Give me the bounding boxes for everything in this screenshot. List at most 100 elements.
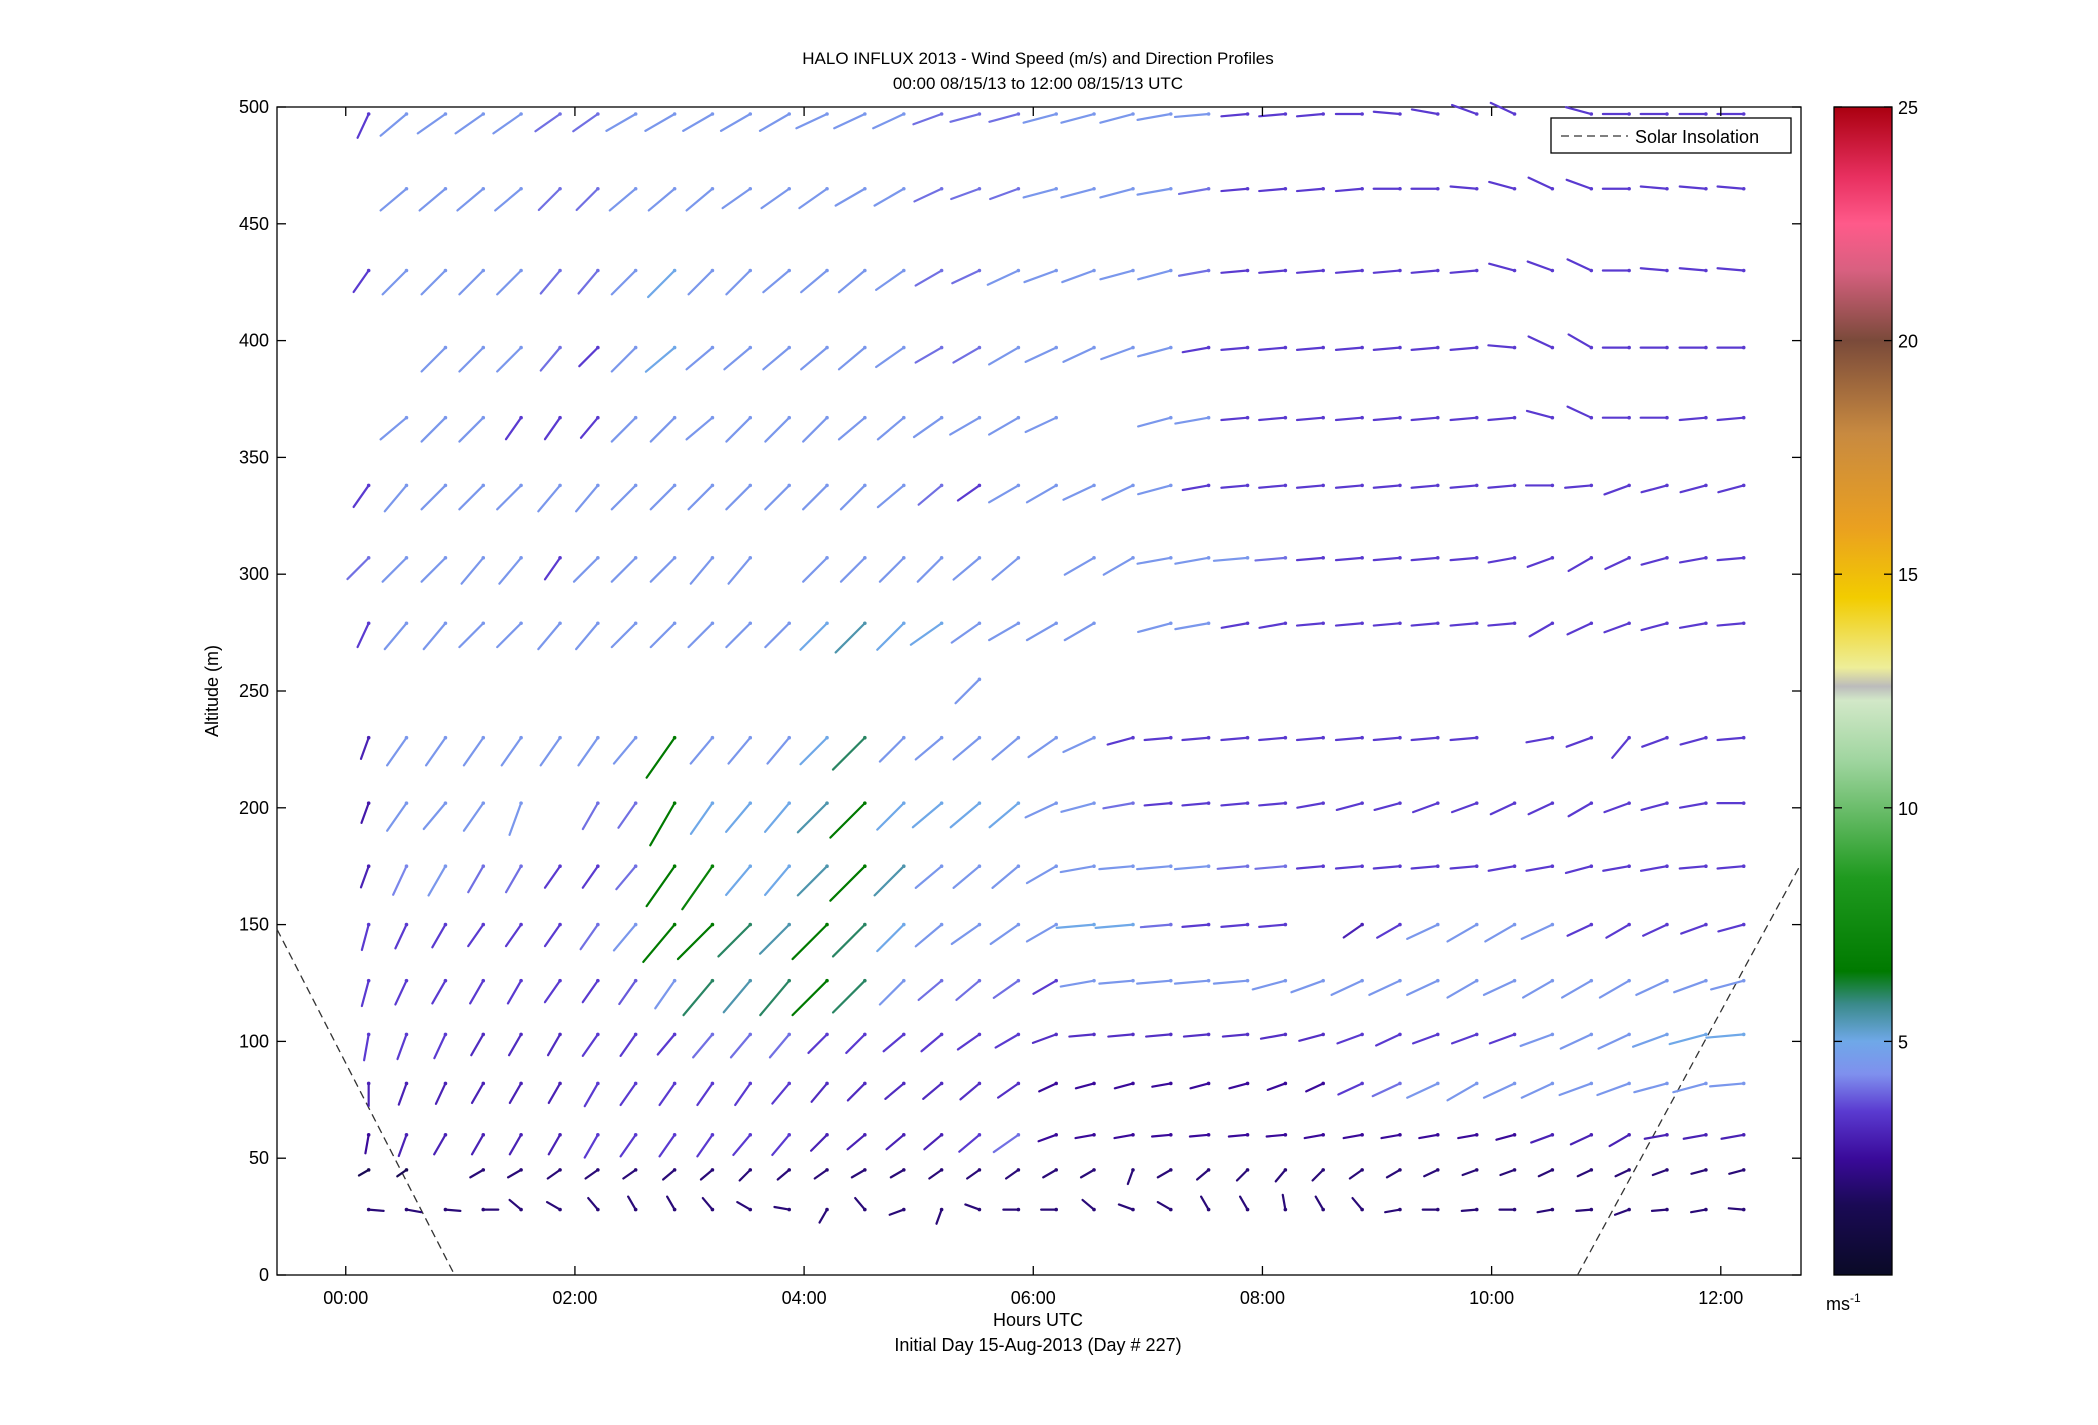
wind-barb-origin bbox=[825, 1133, 829, 1137]
wind-barb-origin bbox=[901, 978, 906, 983]
wind-barb-origin bbox=[1131, 483, 1135, 488]
wind-barb bbox=[610, 269, 637, 296]
wind-barb-origin bbox=[633, 621, 638, 626]
wind-barb bbox=[916, 556, 943, 583]
wind-barb bbox=[1536, 1208, 1554, 1214]
wind-barb bbox=[1450, 1033, 1478, 1045]
wind-barb bbox=[758, 112, 791, 132]
wind-barb bbox=[736, 1200, 752, 1211]
wind-barb-origin bbox=[519, 1133, 523, 1137]
wind-barb bbox=[1449, 346, 1478, 351]
wind-barb-origin bbox=[748, 864, 753, 868]
wind-barb-origin bbox=[825, 1081, 829, 1086]
wind-barb-origin bbox=[633, 268, 638, 273]
wind-barb bbox=[1024, 346, 1058, 363]
wind-barb bbox=[699, 1168, 714, 1181]
wind-barb bbox=[1106, 736, 1135, 746]
wind-barb-origin bbox=[710, 186, 715, 191]
wind-barb-origin bbox=[1283, 978, 1288, 983]
wind-barb bbox=[762, 269, 791, 294]
wind-barb-origin bbox=[1245, 483, 1250, 488]
wind-barb-origin bbox=[1589, 1207, 1594, 1212]
wind-barb-origin bbox=[939, 864, 944, 868]
wind-barb-origin bbox=[519, 1207, 523, 1212]
wind-barb-origin bbox=[863, 1133, 867, 1137]
wind-barb-origin bbox=[977, 801, 982, 805]
wind-barb bbox=[875, 346, 905, 369]
wind-barb bbox=[800, 269, 829, 294]
wind-barb bbox=[1410, 556, 1439, 562]
wind-barb bbox=[662, 1168, 676, 1181]
wind-barb-origin bbox=[1704, 345, 1708, 350]
wind-barb-origin bbox=[519, 621, 523, 626]
colorbar: 5 10 15 20 25 ms-1 bbox=[1826, 98, 1918, 1314]
wind-barb bbox=[1640, 484, 1669, 494]
wind-barb bbox=[396, 1168, 408, 1178]
wind-barb bbox=[1113, 1133, 1135, 1140]
wind-barb-origin bbox=[1245, 268, 1250, 273]
wind-barb-origin bbox=[1474, 186, 1479, 191]
wind-barb bbox=[1295, 556, 1325, 562]
wind-barb-origin bbox=[596, 483, 600, 488]
wind-barb-origin bbox=[1206, 345, 1211, 350]
wind-barb-origin bbox=[939, 978, 944, 983]
wind-barb bbox=[458, 484, 485, 511]
x-axis: 00:00 02:00 04:00 06:00 08:00 10:00 12:00 bbox=[323, 107, 1743, 1308]
wind-barb-origin bbox=[1092, 186, 1096, 191]
wind-barb bbox=[1342, 923, 1364, 939]
wind-barb-origin bbox=[748, 1032, 753, 1037]
wind-barb-origin bbox=[863, 864, 867, 868]
wind-barb bbox=[829, 865, 866, 902]
wind-barb-origin bbox=[596, 864, 600, 868]
wind-barb bbox=[833, 112, 866, 130]
wind-barb bbox=[1174, 556, 1210, 565]
wind-barb-origin bbox=[558, 556, 562, 560]
wind-barb bbox=[617, 802, 637, 829]
wind-barb-origin bbox=[1435, 1168, 1440, 1172]
wind-barb-origin bbox=[1589, 1133, 1594, 1137]
wind-barb-origin bbox=[672, 978, 677, 983]
wind-barb bbox=[1351, 1197, 1364, 1211]
wind-barb bbox=[1488, 180, 1516, 190]
wind-barb-origin bbox=[1016, 801, 1021, 805]
wind-barb-origin bbox=[1398, 978, 1402, 983]
wind-barb-origin bbox=[558, 922, 562, 927]
wind-barb-origin bbox=[787, 112, 792, 116]
wind-barb bbox=[1527, 335, 1554, 349]
wind-barb-origin bbox=[1398, 864, 1402, 868]
wind-barb-origin bbox=[404, 978, 409, 983]
wind-barb-layer bbox=[346, 101, 1746, 1225]
wind-barb bbox=[1449, 416, 1478, 422]
wind-barb bbox=[1027, 736, 1058, 759]
wind-barb bbox=[1181, 484, 1210, 492]
wind-barb bbox=[578, 346, 599, 368]
wind-barb bbox=[537, 622, 562, 651]
wind-barb-origin bbox=[596, 621, 600, 626]
wind-barb-origin bbox=[1512, 864, 1517, 868]
wind-barb bbox=[1528, 622, 1554, 638]
wind-barb-origin bbox=[481, 112, 486, 116]
wind-barb bbox=[422, 622, 447, 651]
wind-barb bbox=[1380, 1133, 1402, 1140]
wind-barb-origin bbox=[787, 1168, 792, 1172]
wind-barb-origin bbox=[443, 735, 448, 740]
wind-barb bbox=[1221, 1033, 1249, 1038]
wind-barb bbox=[1604, 556, 1631, 571]
wind-barb bbox=[356, 622, 370, 649]
wind-barb-origin bbox=[1474, 801, 1479, 805]
wind-barb bbox=[1716, 622, 1745, 627]
wind-barb-origin bbox=[633, 1081, 638, 1086]
wind-barb-origin bbox=[977, 345, 982, 350]
wind-barb-origin bbox=[1398, 1032, 1402, 1037]
wind-barb-origin bbox=[1435, 1032, 1440, 1037]
wind-barb-origin bbox=[939, 1207, 944, 1212]
wind-barb bbox=[577, 269, 599, 295]
wind-barb-origin bbox=[1092, 922, 1096, 927]
wind-barb bbox=[1334, 865, 1364, 870]
x-tick-label: 12:00 bbox=[1698, 1288, 1743, 1308]
wind-barb bbox=[889, 1168, 905, 1179]
wind-barb-origin bbox=[1550, 1081, 1555, 1086]
wind-barb bbox=[1632, 1033, 1669, 1048]
wind-barb-origin bbox=[633, 922, 638, 927]
wind-barb-origin bbox=[1665, 345, 1669, 350]
